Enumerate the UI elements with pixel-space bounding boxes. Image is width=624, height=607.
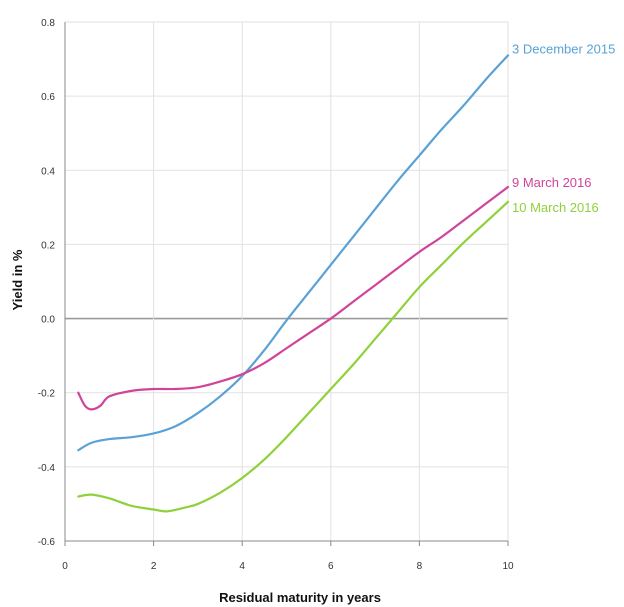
y-tick-label: -0.2 bbox=[38, 389, 56, 400]
x-axis-title: Residual maturity in years bbox=[219, 590, 381, 605]
y-axis-title: Yield in % bbox=[10, 249, 25, 310]
series-label-9-march-2016: 9 March 2016 bbox=[512, 175, 592, 190]
y-tick-label: 0.6 bbox=[41, 92, 55, 103]
x-tick-label: 0 bbox=[62, 561, 68, 572]
y-tick-label: 0.8 bbox=[41, 18, 55, 29]
x-tick-labels: 0 2 4 6 8 10 bbox=[62, 561, 514, 572]
y-tick-label: 0.4 bbox=[41, 166, 55, 177]
series-labels: 3 December 2015 9 March 2016 10 March 2016 bbox=[512, 41, 615, 214]
y-tick-labels: -0.6 -0.4 -0.2 0.0 0.2 0.4 0.6 0.8 bbox=[38, 18, 56, 548]
series-line-3-december-2015 bbox=[77, 54, 510, 452]
series-label-3-december-2015: 3 December 2015 bbox=[512, 41, 615, 56]
y-tick-label: 0.2 bbox=[41, 240, 55, 251]
x-tick-label: 4 bbox=[239, 561, 245, 572]
series-line-9-march-2016 bbox=[77, 185, 510, 411]
series-lines bbox=[77, 54, 510, 513]
y-tick-label: -0.6 bbox=[38, 537, 56, 548]
series-line-10-march-2016 bbox=[77, 200, 510, 513]
x-tick-label: 6 bbox=[328, 561, 334, 572]
y-tick-label: -0.4 bbox=[38, 463, 56, 474]
y-tick-label: 0.0 bbox=[41, 315, 55, 326]
x-tick-label: 2 bbox=[151, 561, 157, 572]
axes bbox=[64, 22, 509, 546]
series-label-10-march-2016: 10 March 2016 bbox=[512, 200, 599, 215]
x-tick-label: 10 bbox=[502, 561, 514, 572]
grid-lines bbox=[65, 21, 509, 542]
x-tick-label: 8 bbox=[417, 561, 423, 572]
